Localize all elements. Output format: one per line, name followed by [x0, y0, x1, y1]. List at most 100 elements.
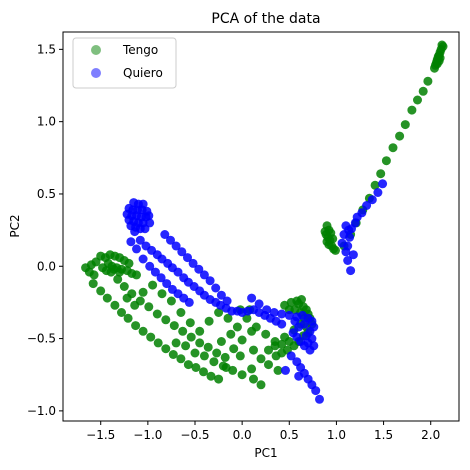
- data-point: [144, 302, 154, 312]
- data-point: [214, 308, 224, 317]
- data-point: [171, 338, 181, 348]
- y-tick-label: 0.0: [37, 259, 56, 273]
- data-point: [117, 308, 126, 317]
- data-point: [388, 143, 398, 153]
- data-point: [344, 225, 354, 235]
- data-point: [144, 211, 154, 221]
- data-point: [261, 329, 271, 339]
- data-point: [277, 339, 287, 349]
- data-point: [166, 235, 175, 245]
- data-point: [311, 386, 321, 396]
- x-axis: −1.5 −1.0 −0.5 0.0 0.5 1.0 1.5 2.0: [86, 421, 440, 442]
- data-point: [256, 354, 266, 364]
- x-tick-label: 0.0: [233, 428, 252, 442]
- data-point: [228, 365, 238, 375]
- data-point: [131, 321, 141, 331]
- data-point: [113, 274, 123, 284]
- x-tick-label: −1.0: [133, 428, 162, 442]
- y-axis-label: PC2: [8, 214, 22, 237]
- data-point: [183, 253, 192, 263]
- data-point: [216, 290, 226, 300]
- data-point: [89, 270, 99, 280]
- data-point: [315, 394, 324, 404]
- data-point: [251, 322, 261, 332]
- data-point: [156, 273, 166, 283]
- data-point: [381, 156, 391, 166]
- data-point: [110, 300, 120, 310]
- data-point: [102, 293, 112, 303]
- data-point: [328, 234, 338, 244]
- data-point: [249, 345, 258, 355]
- data-point: [148, 280, 158, 290]
- data-point: [331, 245, 340, 255]
- data-point: [264, 345, 273, 355]
- series-layer: [81, 40, 448, 404]
- data-point: [124, 258, 134, 268]
- data-point: [220, 352, 230, 362]
- data-point: [256, 380, 266, 390]
- data-point: [249, 374, 258, 384]
- y-tick-label: 1.5: [37, 42, 56, 56]
- data-point: [343, 256, 353, 265]
- data-point: [262, 305, 272, 315]
- x-tick-label: −1.5: [86, 428, 115, 442]
- chart-title: PCA of the data: [211, 11, 320, 27]
- data-point: [237, 370, 247, 380]
- data-point: [247, 293, 257, 303]
- data-point: [341, 247, 351, 257]
- data-point: [269, 308, 279, 317]
- data-point: [186, 332, 196, 342]
- data-point: [281, 365, 290, 375]
- data-point: [195, 338, 205, 348]
- data-point: [199, 351, 209, 361]
- legend-marker-quiero: [91, 68, 101, 78]
- data-point: [212, 348, 222, 358]
- data-point: [184, 297, 194, 307]
- y-tick-label: 1.0: [37, 115, 56, 129]
- data-point: [407, 105, 417, 115]
- data-point: [161, 344, 171, 354]
- data-point: [161, 315, 171, 325]
- data-point: [138, 287, 148, 297]
- x-tick-label: 1.0: [327, 428, 346, 442]
- data-point: [205, 276, 215, 286]
- data-point: [357, 208, 367, 218]
- data-point: [171, 241, 181, 251]
- x-tick-label: 2.0: [421, 428, 440, 442]
- data-point: [181, 341, 191, 351]
- data-point: [115, 267, 125, 277]
- data-point: [430, 63, 439, 73]
- data-point: [132, 244, 141, 254]
- data-point: [223, 313, 233, 323]
- data-point: [96, 286, 106, 296]
- data-point: [123, 313, 133, 323]
- legend-marker-tengo: [91, 45, 101, 55]
- data-point: [232, 322, 242, 332]
- data-point: [346, 266, 356, 276]
- data-point: [177, 247, 187, 257]
- data-point: [119, 282, 129, 291]
- data-point: [277, 309, 287, 319]
- data-point: [132, 270, 141, 280]
- data-point: [218, 361, 228, 371]
- data-point: [157, 289, 167, 299]
- data-point: [400, 120, 410, 130]
- data-point: [290, 316, 300, 326]
- data-point: [199, 367, 208, 377]
- data-point: [337, 238, 347, 248]
- data-point: [370, 180, 380, 190]
- data-point: [211, 283, 221, 293]
- y-tick-label: −0.5: [27, 332, 56, 346]
- data-point: [145, 261, 155, 271]
- data-point: [378, 179, 388, 189]
- data-point: [152, 309, 162, 319]
- y-axis: −1.0 −0.5 0.0 0.5 1.0 1.5: [27, 42, 63, 418]
- data-point: [190, 348, 200, 358]
- data-point: [289, 341, 299, 351]
- data-point: [299, 319, 309, 329]
- data-point: [235, 351, 245, 361]
- data-point: [362, 201, 372, 210]
- data-point: [88, 279, 98, 289]
- data-point: [126, 237, 136, 247]
- legend-label-tengo: Tengo: [122, 43, 158, 57]
